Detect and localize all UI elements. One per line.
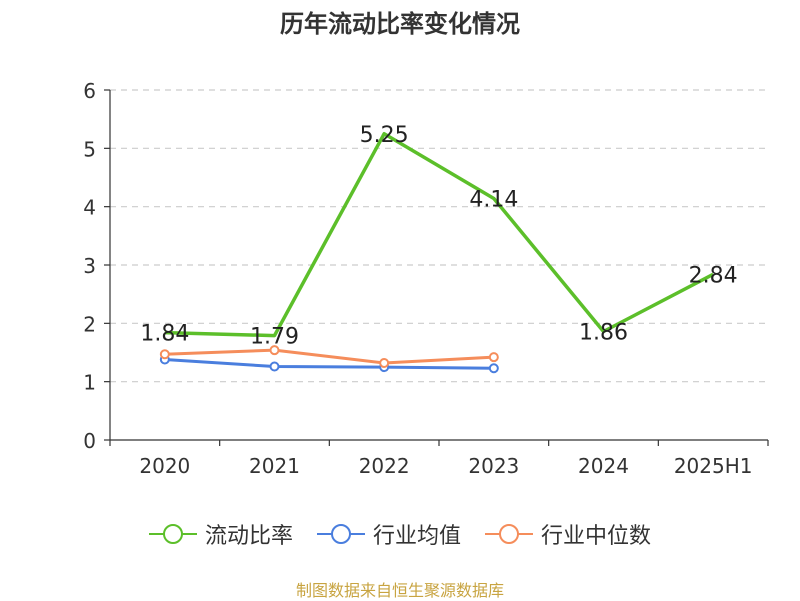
legend-item[interactable]: 行业均值 [316, 518, 461, 550]
data-label: 5.25 [360, 123, 409, 148]
data-label: 1.84 [140, 322, 189, 347]
x-tick-label: 2020 [139, 454, 190, 478]
series-line [164, 358, 494, 370]
legend-label: 流动比率 [204, 524, 293, 549]
data-point [488, 363, 499, 374]
x-tick-label: 2021 [249, 454, 300, 478]
data-label: 1.86 [579, 321, 628, 346]
x-tick-label: 2022 [359, 454, 410, 478]
y-tick-label: 5 [83, 137, 96, 161]
data-point [269, 345, 280, 356]
legend-marker-icon [316, 524, 365, 544]
legend-marker-icon [148, 524, 197, 544]
y-tick-label: 0 [83, 429, 96, 453]
x-tick-label: 2025H1 [674, 454, 753, 478]
y-tick-label: 3 [83, 254, 96, 278]
data-label: 4.14 [469, 188, 518, 213]
source-note: 制图数据来自恒生聚源数据库 [295, 581, 504, 600]
series-line [164, 132, 714, 338]
legend-item[interactable]: 行业中位数 [485, 518, 651, 550]
data-point [269, 361, 280, 372]
data-point [379, 358, 390, 368]
x-tick-label: 2024 [578, 454, 629, 478]
data-label: 1.79 [250, 325, 299, 350]
y-tick-label: 1 [83, 371, 96, 395]
legend-item[interactable]: 流动比率 [148, 518, 293, 550]
legend-label: 行业中位数 [541, 524, 652, 549]
chart-legend: 流动比率 行业均值 行业中位数 [0, 518, 800, 550]
chart-title: 历年流动比率变化情况 [280, 10, 520, 38]
y-tick-label: 2 [83, 312, 96, 336]
x-tick-label: 2023 [468, 454, 519, 478]
data-point [488, 352, 499, 363]
data-label: 2.84 [689, 263, 738, 288]
y-tick-label: 4 [83, 196, 96, 220]
data-point [159, 349, 170, 360]
legend-label: 行业均值 [372, 524, 461, 549]
y-tick-label: 6 [83, 79, 96, 103]
legend-marker-icon [485, 524, 533, 544]
series-line [164, 348, 494, 365]
